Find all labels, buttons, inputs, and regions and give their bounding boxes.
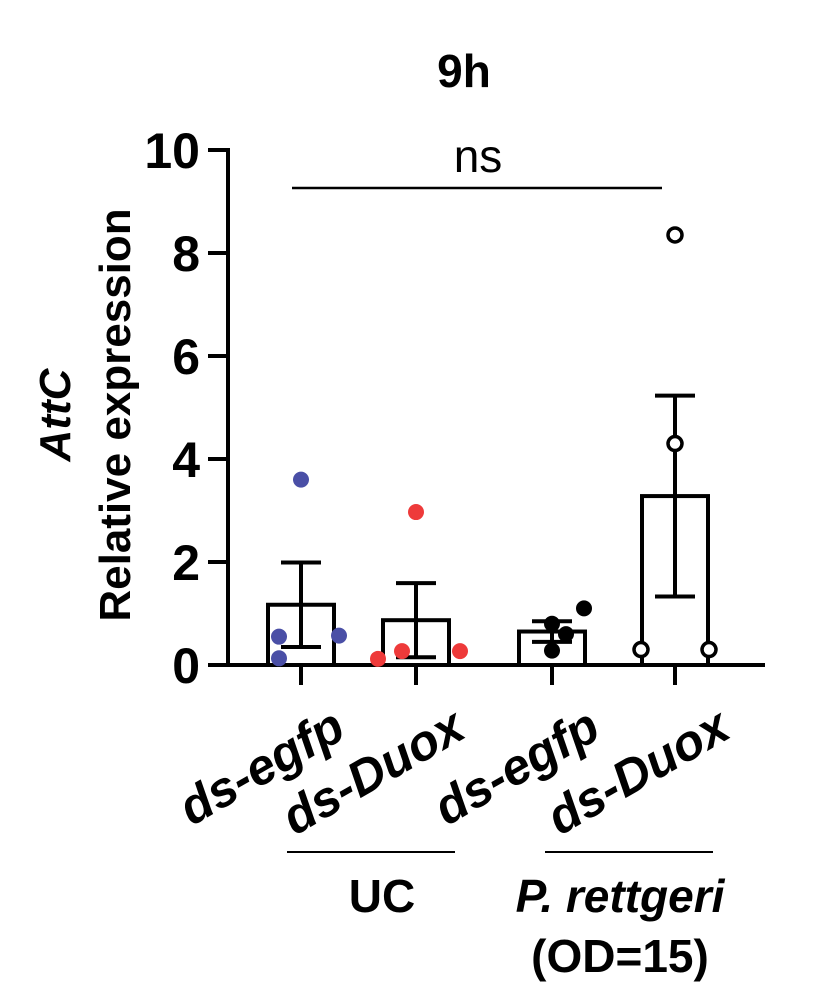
data-point [408,504,424,521]
data-point [331,627,347,644]
data-point [666,434,684,453]
group-label: P. rettgeri [516,870,726,922]
chart-title: 9h [437,45,491,97]
data-point [666,226,684,244]
data-point [700,640,718,659]
y-tick-label: 10 [144,123,200,179]
significance-annotation: ns [292,130,662,190]
data-point [293,471,309,488]
group-label: UC [349,870,415,922]
significance-label: ns [454,130,503,182]
group-sublabel: (OD=15) [531,930,709,982]
data-point [394,643,410,660]
y-tick-label: 2 [172,535,200,591]
data-points [271,226,718,667]
group-labels: UC P. rettgeri (OD=15) [287,851,726,982]
data-point [544,642,560,659]
y-tick-label: 8 [172,226,200,282]
y-axis-label-gene: AttC [31,367,80,462]
y-axis-label: Relative expression [91,208,140,621]
data-point [271,628,287,645]
y-tick-label: 6 [172,329,200,385]
error-bars [281,393,695,660]
axes: 0 2 4 6 8 10 [144,123,765,694]
data-point [452,643,468,660]
y-tick-label: 0 [172,638,200,694]
data-point [370,650,386,667]
data-point [632,640,650,659]
data-point [558,626,574,643]
data-point [576,600,592,617]
data-point [544,615,560,632]
data-point [271,650,287,667]
y-tick-label: 4 [172,432,200,488]
